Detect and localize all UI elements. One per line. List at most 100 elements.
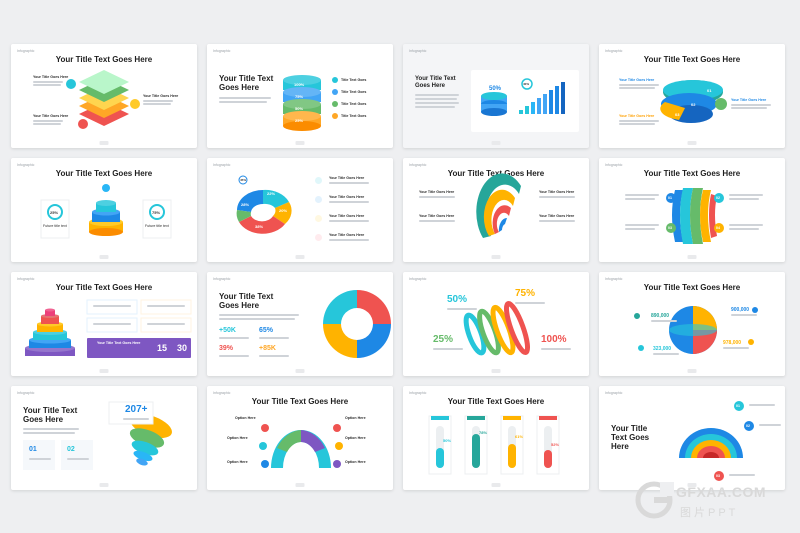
label-4: Your Title Goes Here — [539, 214, 575, 218]
slide-6[interactable]: Infographic 45% 22% 20% 28% 38% Your Tit… — [207, 158, 393, 262]
label-3: Your Title Goes Here — [619, 114, 655, 118]
value-3: 03 — [716, 474, 720, 478]
slide-12[interactable]: Infographic Your Title Text Goes Here 89… — [599, 272, 785, 376]
segmented-ring-graphic — [323, 290, 391, 358]
stacked-cylinder-graphic — [283, 75, 338, 131]
page-number — [687, 141, 697, 145]
donut-3d-graphic — [236, 175, 292, 234]
option-6: Option Here — [345, 460, 366, 464]
layered-hemisphere-graphic — [679, 401, 754, 481]
slide-7[interactable]: Infographic Your Title Text Goes Here Yo… — [403, 158, 589, 262]
slide-tag: Infographic — [17, 391, 35, 395]
value-4: +85K — [259, 345, 276, 352]
value-1: 207+ — [125, 404, 148, 415]
slide-16[interactable]: Infographic Your Title Text Goes Here 01 0… — [599, 386, 785, 490]
item-3: Title Text Goes — [341, 102, 367, 106]
watermark-text: GFXAA.COM — [676, 484, 767, 500]
ribbon-cylinder-graphic — [666, 188, 724, 244]
page-number — [687, 369, 697, 373]
value-1: 100% — [294, 82, 305, 87]
value-2: 02 — [746, 424, 750, 428]
slide-14[interactable]: Infographic Your Title Text Goes Here Op… — [207, 386, 393, 490]
item-4: Title Text Goes — [341, 114, 367, 118]
value-1: 01 — [668, 196, 672, 200]
value-1: 45% — [240, 178, 247, 182]
slide-5[interactable]: Infographic Your Title Text Goes Here 25… — [11, 158, 197, 262]
value-3: 50% — [295, 106, 304, 111]
value-3: 25% — [433, 334, 454, 345]
stacked-disc-graphic — [40, 184, 172, 239]
slide-1[interactable]: Infographic Your Title Text Goes Here Yo… — [11, 44, 197, 148]
slide-3[interactable]: Infographic Your Title Text Goes Here 50%… — [403, 44, 589, 148]
option-3: Option Here — [227, 436, 248, 440]
value-4: 25% — [295, 118, 304, 123]
value-2: 22% — [267, 191, 276, 196]
slide-tag: Infographic — [213, 277, 231, 281]
item-1: Title Text Goes — [341, 78, 367, 82]
slide-title: Your Title Text Goes Here — [251, 397, 349, 406]
label-3: Your Title Goes Here — [419, 214, 455, 218]
slide-grid: Infographic Your Title Text Goes Here Yo… — [11, 44, 785, 490]
slide-11[interactable]: Infographic 50% 75% 25% 100% — [403, 272, 589, 376]
slide-tag: Infographic — [17, 277, 35, 281]
slide-15[interactable]: Infographic Your Title Text Goes Here 50… — [403, 386, 589, 490]
label-2: Your Title Goes Here — [539, 190, 575, 194]
slide-tag: Infographic — [213, 391, 231, 395]
slide-8[interactable]: Infographic Your Title Text Goes Here 01… — [599, 158, 785, 262]
slide-13[interactable]: Infographic Your Title Text Goes Here 207… — [11, 386, 197, 490]
funnel-coil-graphic — [23, 401, 172, 470]
slide-title: Your Title Text Goes Here — [447, 169, 545, 178]
page-number — [491, 141, 501, 145]
value-2: 01 — [29, 446, 37, 453]
ring-row-graphic — [463, 300, 531, 356]
value-3: 323,000 — [653, 346, 672, 352]
slide-title: Your Title Text Goes Here — [611, 424, 650, 452]
value-4: 04 — [716, 226, 720, 230]
item-icon — [315, 196, 322, 203]
slide-9[interactable]: Infographic Your Title Text Goes Here Yo… — [11, 272, 197, 376]
slide-title: Your Title Text Goes Here — [219, 292, 274, 311]
slide-tag: Infographic — [605, 49, 623, 53]
cylinder-bar-graphic — [471, 70, 579, 132]
slide-tag: Infographic — [17, 163, 35, 167]
slide-tag: Infographic — [605, 163, 623, 167]
page-number — [99, 141, 109, 145]
value-2: 30 — [177, 343, 188, 353]
test-tube-bar-graphic — [428, 415, 560, 475]
value-2: 75% — [152, 210, 161, 215]
value-1: 50% — [443, 438, 452, 443]
slide-title: Your Title Text Goes Here — [219, 74, 274, 93]
item-icon — [315, 234, 322, 241]
page-number — [295, 369, 305, 373]
gfxaa-logo-icon — [635, 481, 674, 519]
item-icon — [315, 177, 322, 184]
slide-title: Your Title Text Goes Here — [643, 169, 741, 178]
value-2: 02 — [716, 196, 720, 200]
value-1: 50% — [489, 86, 502, 92]
slide-2[interactable]: Infographic Your Title Text Goes Here 100… — [207, 44, 393, 148]
slide-tag: Infographic — [605, 277, 623, 281]
option-4: Option Here — [345, 436, 366, 440]
page-number — [295, 141, 305, 145]
banner-text: Your Title Text Goes Here — [97, 341, 141, 345]
value-1: 890,000 — [651, 313, 670, 319]
item-4: Your Title Goes Here — [329, 233, 365, 237]
value-4: 100% — [541, 334, 567, 345]
slide-tag: Infographic — [409, 49, 427, 53]
label-1: Your Title Goes Here — [619, 78, 655, 82]
value-5: 38% — [255, 224, 264, 229]
slide-10[interactable]: Infographic Your Title Text Goes Here +50… — [207, 272, 393, 376]
value-3: 39% — [219, 345, 234, 352]
value-1: 15 — [157, 343, 168, 353]
label-2: Future title text — [145, 224, 169, 228]
item-2: Title Text Goes — [341, 90, 367, 94]
value-3: 02 — [67, 446, 75, 453]
page-number — [491, 483, 501, 487]
page-number — [99, 483, 109, 487]
slide-title: Your Title Text Goes Here — [415, 76, 456, 89]
option-2: Option Here — [345, 416, 366, 420]
value-2: 78% — [479, 430, 488, 435]
slide-4[interactable]: Infographic Your Title Text Goes Here 01… — [599, 44, 785, 148]
value-1: 01 — [707, 88, 712, 93]
item-icon — [315, 215, 322, 222]
